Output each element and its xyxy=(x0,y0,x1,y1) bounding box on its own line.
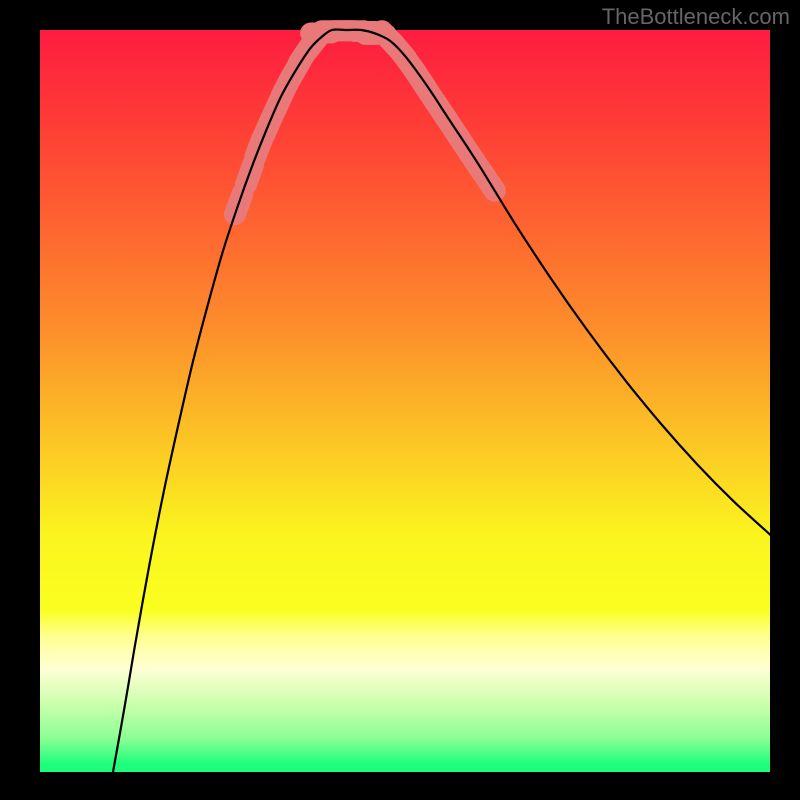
bottleneck-chart xyxy=(0,0,800,800)
chart-canvas: TheBottleneck.com xyxy=(0,0,800,800)
watermark-text: TheBottleneck.com xyxy=(602,4,790,30)
gradient-background xyxy=(40,30,770,772)
